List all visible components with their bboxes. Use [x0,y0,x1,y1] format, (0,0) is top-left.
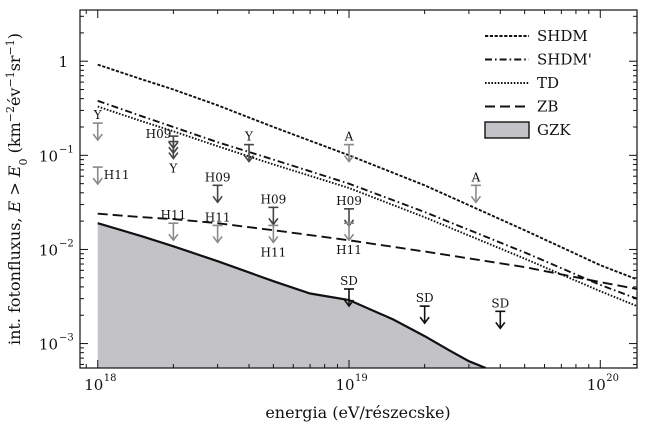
limit-label: H11 [261,245,287,259]
legend-label: TD [537,74,559,92]
td-line [97,105,637,307]
limit-arrowhead [268,235,279,244]
upper-limit-h09: H09 [336,194,362,228]
legend-label: SHDM' [537,51,592,69]
limit-arrowhead [212,195,223,204]
limit-arrowhead [168,152,179,160]
legend-item: TD [485,74,559,92]
upper-limit-y: Y [243,130,255,163]
gzk-layer [97,222,487,368]
legend-item: ZB [485,98,558,116]
legend-label: GZK [537,121,571,139]
x-axis-label: energia (eV/részecske) [265,403,450,422]
limit-label: H09 [336,194,362,208]
limit-label: Y [244,130,254,144]
limit-arrowhead [92,133,103,142]
limit-label: H11 [104,168,130,182]
limit-arrowhead [243,155,255,163]
limit-arrowhead [168,233,179,242]
plot-frame [79,9,638,369]
plot-border [79,9,638,369]
series-layer [97,63,637,307]
legend-label: SHDM [537,27,588,45]
y-tick-exponent: −3 [59,333,74,344]
limit-arrowhead [343,299,355,308]
legend-swatch [484,121,530,139]
x-tick-label: 10 [587,376,606,394]
limit-arrowhead [343,155,355,163]
upper-limit-y: Y [92,108,103,142]
legend-item: SHDM' [485,51,592,69]
y-tick-label: 10 [39,147,58,165]
limit-label: H09 [261,192,287,206]
limit-label: H09 [146,127,172,141]
y-tick-label: 1 [58,53,68,71]
limit-label: H09 [205,170,231,184]
shdm-line [97,63,637,281]
gzk-curve [97,222,487,368]
upper-limit-sd: SD [416,291,434,325]
upper-limit-h11: H11 [336,222,362,257]
x-tick-exponent: 19 [355,373,368,384]
upper-limit-h11: H11 [92,166,130,186]
gzk-area [97,223,486,368]
upper-limit-h09: H09 [205,170,231,204]
upper-limit-a: A [470,170,482,204]
upper-limit-h11: H11 [161,208,187,242]
limit-label: H11 [336,243,362,257]
y-tick-exponent: −1 [59,144,74,155]
legend-item: SHDM [485,27,588,45]
upper-limits-layer: Y H11 H09 Y H11 H09 H11 Y H09 H11 H09 H11 A A SD SD SD [92,108,509,330]
limit-arrowhead [419,316,430,325]
limit-arrowhead [343,233,355,242]
y-tick-label: 10 [39,336,58,354]
limit-arrowhead [470,195,482,204]
limit-label: A [344,130,354,144]
limit-arrowhead [212,235,223,244]
limit-arrowhead [495,321,506,330]
y-tick-exponent: −2 [59,238,74,249]
shdmprime-line [97,99,637,300]
x-tick-exponent: 20 [606,373,619,384]
upper-limit-y: Y [168,140,179,176]
limit-label: SD [340,274,358,288]
limit-label: SD [491,296,509,310]
y-axis-label: int. fotonfluxus, E > E0 (km−2év−1sr−1) [4,33,30,345]
limit-label: SD [416,291,434,305]
upper-limit-sd: SD [340,274,358,308]
legend: SHDM SHDM' TD ZB GZK [484,27,592,139]
limit-arrowhead [268,217,279,226]
upper-limit-h09: H09 [261,192,287,226]
y-tick-label: 10 [39,241,58,259]
upper-limit-h11: H11 [261,224,287,259]
legend-item: GZK [484,121,571,139]
limit-label: H11 [205,210,231,224]
upper-limit-a: A [343,130,355,163]
x-tick-label: 10 [84,376,103,394]
limit-label: Y [168,162,178,176]
limit-label: A [471,170,481,184]
zb-line [97,212,637,290]
x-tick-exponent: 18 [104,373,117,384]
x-tick-label: 10 [335,376,354,394]
limit-label: Y [93,108,103,122]
legend-label: ZB [537,98,558,116]
limit-label: H11 [161,208,187,222]
limit-arrowhead [92,177,103,186]
upper-limit-h11: H11 [205,210,231,244]
upper-limit-sd: SD [491,296,509,330]
